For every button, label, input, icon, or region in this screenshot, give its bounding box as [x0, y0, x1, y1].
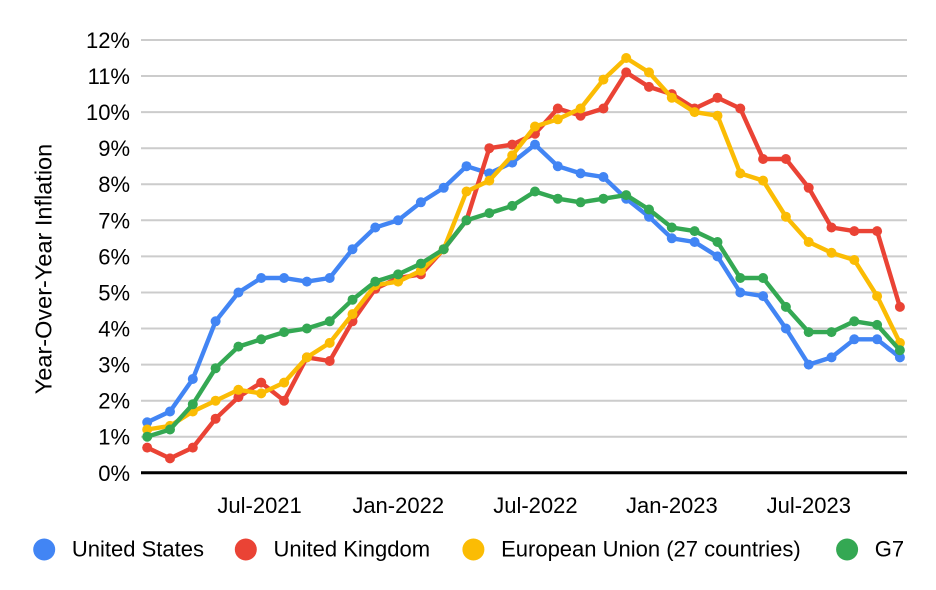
svg-text:0%: 0% — [98, 461, 130, 486]
svg-text:Jul-2021: Jul-2021 — [217, 493, 301, 518]
svg-text:Jan-2023: Jan-2023 — [626, 493, 718, 518]
svg-text:Jul-2022: Jul-2022 — [493, 493, 577, 518]
svg-text:11%: 11% — [88, 64, 130, 89]
svg-text:Year-Over-Year Inflation: Year-Over-Year Inflation — [31, 144, 57, 394]
svg-text:8%: 8% — [98, 172, 130, 197]
svg-text:9%: 9% — [98, 136, 130, 161]
svg-text:4%: 4% — [98, 317, 130, 342]
svg-text:12%: 12% — [86, 28, 130, 53]
svg-text:6%: 6% — [98, 244, 130, 269]
svg-text:G7: G7 — [875, 537, 904, 562]
svg-text:3%: 3% — [98, 353, 130, 378]
svg-text:1%: 1% — [98, 425, 130, 450]
svg-text:10%: 10% — [86, 100, 130, 125]
svg-text:5%: 5% — [98, 281, 130, 306]
svg-text:European Union (27 countries): European Union (27 countries) — [501, 537, 801, 562]
svg-text:United States: United States — [72, 537, 204, 562]
svg-text:United Kingdom: United Kingdom — [274, 537, 431, 562]
svg-text:Jan-2022: Jan-2022 — [352, 493, 444, 518]
svg-text:7%: 7% — [98, 208, 130, 233]
svg-text:2%: 2% — [98, 389, 130, 414]
svg-text:Jul-2023: Jul-2023 — [767, 493, 851, 518]
